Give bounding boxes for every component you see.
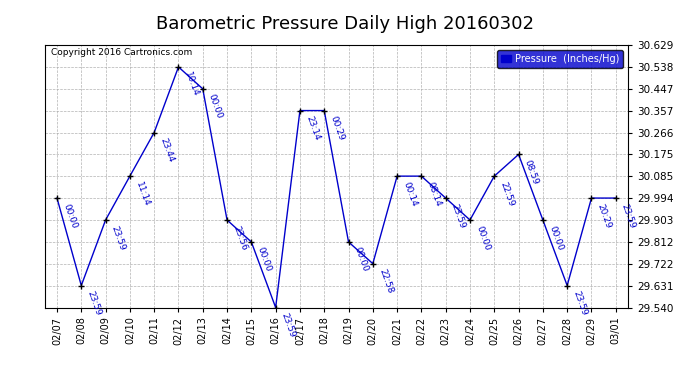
- Text: 08:14: 08:14: [426, 180, 443, 208]
- Text: 23:14: 23:14: [304, 115, 322, 142]
- Text: 00:14: 00:14: [402, 180, 419, 208]
- Text: 23:59: 23:59: [571, 290, 589, 317]
- Text: 00:00: 00:00: [353, 246, 370, 273]
- Text: 00:00: 00:00: [61, 202, 79, 229]
- Text: 00:00: 00:00: [207, 93, 224, 120]
- Text: 23:59: 23:59: [86, 290, 103, 317]
- Text: 08:59: 08:59: [523, 159, 540, 186]
- Text: 00:00: 00:00: [255, 246, 273, 273]
- Text: 23:56: 23:56: [231, 224, 248, 252]
- Text: Barometric Pressure Daily High 20160302: Barometric Pressure Daily High 20160302: [156, 15, 534, 33]
- Legend: Pressure  (Inches/Hg): Pressure (Inches/Hg): [497, 50, 623, 68]
- Text: 23:44: 23:44: [158, 136, 175, 164]
- Text: 00:00: 00:00: [547, 224, 564, 252]
- Text: 22:58: 22:58: [377, 268, 394, 295]
- Text: 23:59: 23:59: [280, 312, 297, 339]
- Text: 11:14: 11:14: [134, 180, 151, 208]
- Text: Copyright 2016 Cartronics.com: Copyright 2016 Cartronics.com: [50, 48, 192, 57]
- Text: 10:14: 10:14: [183, 71, 200, 98]
- Text: 20:29: 20:29: [595, 202, 613, 229]
- Text: 23:59: 23:59: [110, 224, 127, 252]
- Text: 00:00: 00:00: [474, 224, 491, 252]
- Text: 22:59: 22:59: [498, 180, 515, 207]
- Text: 00:29: 00:29: [328, 115, 346, 142]
- Text: 23:59: 23:59: [620, 202, 637, 229]
- Text: 23:59: 23:59: [450, 202, 467, 229]
